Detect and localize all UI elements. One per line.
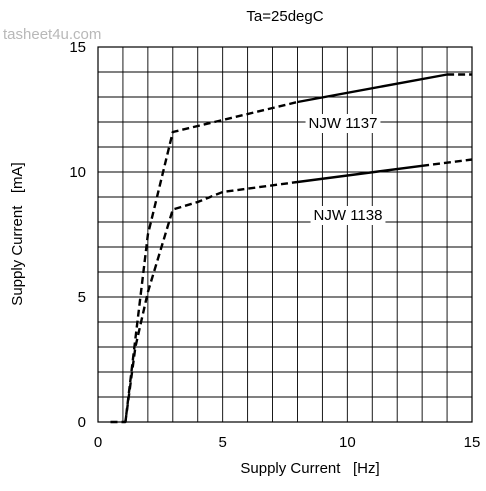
y-axis-title: Supply Current [mA] <box>9 162 26 305</box>
x-tick-label: 10 <box>339 434 356 451</box>
tick-labels: 0 5 10 15 0 5 10 15 <box>69 39 480 451</box>
series-label-background <box>310 206 386 225</box>
x-tick-label: 5 <box>218 434 226 451</box>
y-tick-label: 0 <box>78 414 86 431</box>
series-label-text: NJW 1137 <box>309 115 378 132</box>
series-label-njw1138: NJW 1138 <box>310 206 386 225</box>
grid <box>98 47 472 422</box>
x-axis-title: Supply Current [Hz] <box>240 460 379 477</box>
series-njw1138 <box>124 158 473 423</box>
series-line-solid <box>297 164 423 184</box>
series-line-dashed <box>421 158 473 167</box>
series-line-solid <box>297 73 448 104</box>
series-label-background <box>305 114 381 133</box>
watermark: tasheet4u.com <box>3 26 101 43</box>
y-tick-label: 10 <box>69 164 86 181</box>
y-tick-label: 5 <box>78 289 86 306</box>
x-tick-label: 0 <box>94 434 102 451</box>
x-tick-label: 15 <box>464 434 481 451</box>
series-labels: NJW 1137 NJW 1138 <box>305 114 386 225</box>
series-layer <box>110 73 473 424</box>
y-tick-label: 15 <box>69 39 86 56</box>
series-njw1137 <box>110 73 472 424</box>
chart-title: Ta=25degC <box>246 8 323 25</box>
series-label-njw1137: NJW 1137 <box>305 114 381 133</box>
plot-frame <box>97 46 473 423</box>
series-label-text: NJW 1138 <box>314 207 383 224</box>
series-line-dashed <box>110 100 298 424</box>
